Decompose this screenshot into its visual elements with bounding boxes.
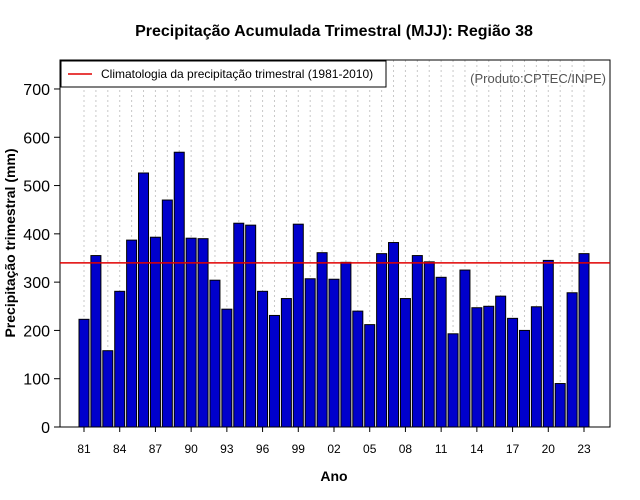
x-tick-label: 08 (399, 442, 413, 456)
credit-label: (Produto:CPTEC/INPE) (470, 71, 606, 86)
x-tick-label: 87 (149, 442, 163, 456)
bar (507, 317, 519, 428)
bar (447, 333, 459, 428)
y-tick-label: 200 (23, 323, 50, 340)
bar (209, 279, 221, 428)
bar (245, 224, 257, 428)
y-tick-label: 600 (23, 130, 50, 147)
x-tick-label: 23 (577, 442, 591, 456)
y-tick-label: 100 (23, 372, 50, 389)
bar (554, 383, 566, 428)
bar (221, 308, 233, 428)
x-axis: 81 84 87 90 93 96 99 02 05 08 11 14 17 20 23 (77, 427, 591, 456)
bar (173, 151, 185, 428)
bar (257, 290, 269, 428)
bar (340, 261, 352, 428)
bar (399, 298, 411, 428)
bar (316, 252, 328, 428)
bar (518, 329, 530, 428)
bar (90, 255, 102, 428)
y-axis-label: Precipitação trimestral (mm) (2, 148, 18, 337)
bar (578, 253, 590, 428)
legend: Climatologia da precipitação trimestral … (60, 60, 387, 88)
bar (185, 237, 197, 428)
bar (352, 310, 364, 428)
x-tick-label: 20 (542, 442, 556, 456)
bar (138, 172, 150, 428)
y-tick-label: 500 (23, 179, 50, 196)
x-tick-label: 17 (506, 442, 520, 456)
legend-box (60, 60, 387, 88)
y-tick-label: 400 (23, 227, 50, 244)
y-axis: 0 100 200 300 400 500 600 700 (23, 82, 60, 437)
bar (530, 306, 542, 428)
x-tick-label: 90 (184, 442, 198, 456)
bar (304, 278, 316, 428)
bar (435, 276, 447, 428)
x-tick-label: 84 (113, 442, 127, 456)
bar (292, 223, 304, 428)
bar (411, 255, 423, 428)
bar (423, 261, 435, 428)
bar (483, 305, 495, 428)
x-axis-label: Ano (320, 468, 347, 484)
x-tick-label: 14 (470, 442, 484, 456)
bar (459, 269, 471, 428)
y-tick-label: 300 (23, 275, 50, 292)
x-tick-label: 99 (292, 442, 306, 456)
x-tick-label: 81 (77, 442, 91, 456)
legend-label: Climatologia da precipitação trimestral … (101, 67, 373, 81)
bar (149, 236, 161, 428)
bar (280, 298, 292, 428)
y-tick-label: 700 (23, 82, 50, 99)
bar (376, 253, 388, 428)
x-tick-label: 02 (327, 442, 341, 456)
bar (102, 350, 114, 428)
x-tick-label: 05 (363, 442, 377, 456)
bar (114, 290, 126, 428)
bar (126, 239, 138, 428)
bar (197, 238, 209, 428)
x-tick-label: 11 (435, 442, 448, 456)
bar (161, 199, 173, 428)
bar (388, 242, 400, 428)
bars (78, 151, 590, 428)
bar (542, 259, 554, 428)
bar (566, 292, 578, 428)
bar (364, 324, 376, 428)
bar (471, 307, 483, 428)
y-tick-label: 0 (41, 420, 50, 437)
bar (268, 314, 280, 428)
bar (328, 278, 340, 428)
chart-title: Precipitação Acumulada Trimestral (MJJ):… (135, 23, 533, 40)
x-tick-label: 93 (220, 442, 234, 456)
bar (233, 222, 245, 428)
x-tick-label: 96 (256, 442, 270, 456)
bar (78, 318, 90, 428)
bar (495, 295, 507, 428)
